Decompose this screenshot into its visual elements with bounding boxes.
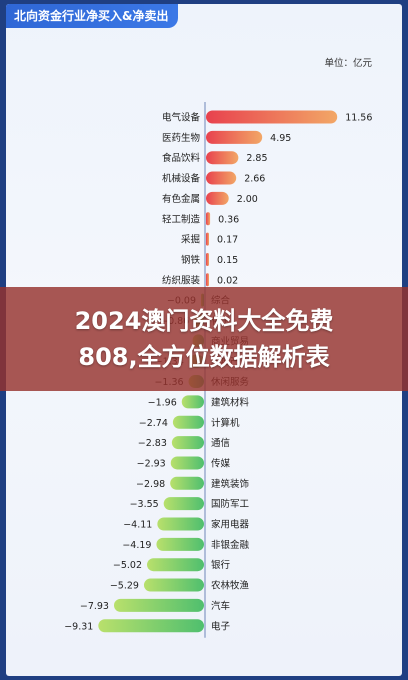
- value-label-汽车: −7.93: [80, 601, 109, 612]
- value-label-纺织服装: 0.02: [217, 275, 238, 286]
- bar-建筑装饰: [170, 476, 204, 490]
- value-label-机械设备: 2.66: [244, 174, 265, 185]
- bar-计算机: [172, 415, 204, 429]
- value-label-银行: −5.02: [113, 560, 142, 571]
- category-label-传媒: 传媒: [211, 457, 231, 469]
- promo-overlay-banner: 2024澳门资料大全免费 808,全方位数据解析表: [0, 287, 408, 391]
- value-label-钢铁: 0.15: [217, 255, 238, 266]
- value-label-电气设备: 11.56: [345, 113, 372, 124]
- category-label-有色金属: 有色金属: [162, 193, 200, 205]
- bar-纺织服装: [206, 273, 209, 287]
- category-label-家用电器: 家用电器: [211, 519, 250, 531]
- category-label-建筑装饰: 建筑装饰: [211, 478, 249, 490]
- value-label-建筑材料: −1.96: [148, 397, 177, 408]
- value-label-计算机: −2.74: [139, 418, 168, 429]
- bar-汽车: [113, 598, 204, 612]
- bar-通信: [171, 436, 204, 450]
- category-label-农林牧渔: 农林牧渔: [211, 580, 250, 592]
- value-label-建筑装饰: −2.98: [136, 479, 165, 490]
- bar-传媒: [170, 456, 204, 470]
- bar-国防军工: [163, 497, 204, 511]
- bar-轻工制造: [206, 212, 211, 226]
- value-label-有色金属: 2.00: [237, 194, 258, 205]
- category-label-轻工制造: 轻工制造: [162, 213, 201, 225]
- value-label-非银金融: −4.19: [122, 540, 151, 551]
- value-label-医药生物: 4.95: [270, 133, 291, 144]
- overlay-text-line-2: 808,全方位数据解析表: [78, 343, 330, 371]
- category-label-计算机: 计算机: [211, 417, 240, 429]
- unit-label: 单位：亿元: [324, 58, 372, 69]
- bar-非银金融: [156, 537, 204, 551]
- category-label-银行: 银行: [211, 559, 231, 571]
- bar-chart: 电气设备 11.56 医药生物 4.95 食品饮料 2.85 机械设备 2.66 有色金属 2.0…: [64, 102, 372, 638]
- category-label-电气设备: 电气设备: [162, 112, 201, 124]
- chart-title: 北向资金行业净买入&净卖出: [6, 4, 179, 28]
- bar-银行: [147, 558, 204, 572]
- bar-采掘: [206, 232, 209, 246]
- category-label-钢铁: 钢铁: [181, 254, 201, 266]
- value-label-采掘: 0.17: [217, 235, 238, 246]
- category-label-电子: 电子: [211, 620, 231, 632]
- bar-农林牧渔: [143, 578, 204, 592]
- bar-钢铁: [206, 252, 209, 266]
- bar-家用电器: [157, 517, 204, 531]
- category-label-纺织服装: 纺织服装: [162, 274, 201, 286]
- category-label-采掘: 采掘: [181, 234, 200, 246]
- value-label-通信: −2.83: [138, 438, 167, 449]
- value-label-轻工制造: 0.36: [218, 214, 239, 225]
- bar-电子: [98, 619, 204, 633]
- value-label-家用电器: −4.11: [123, 520, 152, 531]
- bar-医药生物: [206, 130, 263, 144]
- bar-建筑材料: [181, 395, 204, 409]
- bar-机械设备: [206, 171, 237, 185]
- value-label-食品饮料: 2.85: [246, 153, 267, 164]
- category-label-医药生物: 医药生物: [162, 132, 201, 144]
- category-label-国防军工: 国防军工: [211, 498, 250, 510]
- bar-有色金属: [206, 191, 229, 205]
- value-label-传媒: −2.93: [137, 458, 166, 469]
- category-label-食品饮料: 食品饮料: [162, 152, 201, 164]
- category-label-通信: 通信: [211, 437, 230, 449]
- category-label-建筑材料: 建筑材料: [211, 396, 250, 408]
- category-label-机械设备: 机械设备: [162, 173, 201, 185]
- value-label-国防军工: −3.55: [130, 499, 159, 510]
- category-label-汽车: 汽车: [211, 600, 230, 612]
- overlay-text-line-1: 2024澳门资料大全免费: [74, 307, 334, 335]
- value-label-农林牧渔: −5.29: [110, 581, 139, 592]
- bar-食品饮料: [206, 151, 239, 165]
- category-label-非银金融: 非银金融: [211, 539, 250, 551]
- value-label-电子: −9.31: [64, 621, 93, 632]
- bar-电气设备: [206, 110, 338, 124]
